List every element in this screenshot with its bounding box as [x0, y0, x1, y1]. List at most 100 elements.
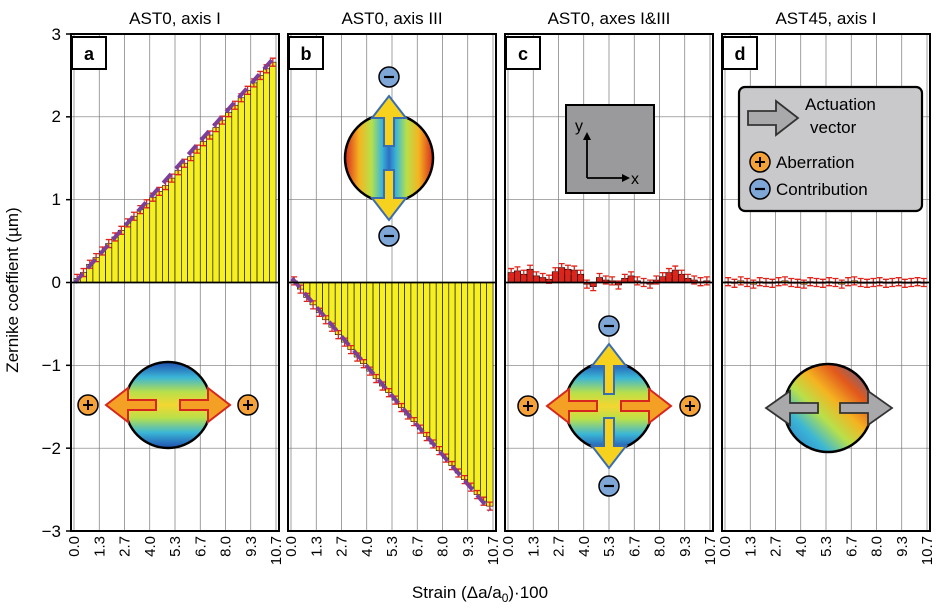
error-bar: [347, 344, 354, 355]
x-tick-label: 10.7: [268, 536, 285, 565]
panel-d-title: AST45, axis I: [775, 9, 876, 28]
inset-b: [343, 66, 435, 247]
bar: [416, 282, 424, 430]
legend: Actuation vector Aberration Contribution: [737, 85, 924, 213]
x-axis-label-main: Strain (Δa/a: [412, 583, 502, 602]
linear-fit-line: [290, 277, 492, 512]
error-bar: [552, 267, 559, 277]
bar: [473, 282, 481, 495]
bar: [174, 170, 182, 283]
x-tick-label: 1.3: [742, 536, 759, 557]
x-axis-label: Strain (Δa/a0)·100: [412, 583, 548, 605]
error-bar: [269, 57, 276, 67]
bar: [404, 282, 412, 416]
actuation-arrow-left: [545, 386, 598, 426]
bar: [328, 282, 336, 328]
panel-letter-d: d: [722, 36, 758, 70]
bar: [212, 127, 220, 283]
bar: [391, 282, 399, 401]
error-bars: [725, 276, 927, 289]
x-tick-label: 4.0: [142, 536, 159, 557]
bar: [256, 75, 264, 283]
actuation-arrow-right: [179, 385, 232, 425]
bar: [398, 282, 405, 408]
x-tick-label: 6.7: [409, 536, 426, 557]
y-tick-label: 1: [52, 190, 61, 209]
actuation-arrow-down: [369, 169, 409, 222]
error-bar: [596, 272, 603, 283]
panel-letter-b: b: [288, 36, 324, 70]
y-tick-label: 3: [52, 25, 61, 44]
bar: [130, 215, 138, 283]
error-bar: [665, 267, 672, 278]
bars: [73, 61, 277, 283]
linear-fit-line: [73, 57, 275, 284]
x-tick-label: 10.7: [919, 536, 936, 565]
bar: [480, 282, 487, 502]
coord-y-label: y: [575, 118, 583, 135]
panel-letter-c-text: c: [518, 44, 528, 64]
legend-actuation: Actuation: [805, 95, 876, 114]
error-bar: [533, 271, 540, 281]
error-bar: [514, 266, 521, 276]
x-tick-label: 9.3: [677, 536, 694, 557]
x-tick-label: 0.0: [283, 536, 300, 557]
panel-a: 0.0 1.3 2.7 4.0 5.3 6.7 8.0 9.3 10.7: [66, 33, 285, 565]
bar: [269, 61, 277, 283]
inset-d: [764, 362, 894, 454]
bar: [98, 250, 106, 283]
bar: [225, 112, 233, 283]
plot-frame: [721, 33, 931, 532]
panel-b-title: AST0, axis III: [341, 9, 442, 28]
x-tick-label: 5.3: [818, 536, 835, 557]
error-bar: [508, 267, 515, 278]
x-tick-label: 10.7: [702, 536, 719, 565]
coord-x-label: x: [631, 171, 639, 188]
bar: [461, 282, 469, 480]
actuation-arrow-right: [839, 389, 894, 427]
bar: [162, 185, 169, 283]
error-bar: [583, 279, 590, 289]
bar: [341, 282, 349, 343]
bar: [435, 282, 443, 451]
x-tick-label: 2.7: [334, 536, 351, 557]
y-tick-label: 0: [52, 273, 61, 292]
x-axis-label-sub: 0: [502, 591, 509, 605]
x-tick-label: 0.0: [500, 536, 517, 557]
x-tick-label: 8.0: [435, 536, 452, 557]
legend-aberration: Aberration: [776, 153, 854, 172]
error-bar: [800, 279, 807, 289]
error-bar: [647, 279, 654, 289]
error-bar: [609, 276, 616, 286]
bar: [111, 236, 119, 283]
y-tick-label: 2: [52, 107, 61, 126]
bar: [117, 230, 125, 283]
x-tick-label: 6.7: [626, 536, 643, 557]
bar: [385, 282, 393, 393]
bar: [168, 177, 176, 283]
bar: [347, 282, 355, 350]
error-bar: [781, 276, 788, 286]
legend-contribution: Contribution: [776, 180, 868, 199]
bars: [290, 280, 494, 507]
x-tick-label: 2.7: [117, 536, 134, 557]
x-tick-label: 4.0: [576, 536, 593, 557]
actuation-arrow-left: [104, 385, 157, 425]
x-tick-label: 8.0: [869, 536, 886, 557]
bar: [423, 282, 431, 437]
bar: [155, 191, 163, 283]
x-tick-label: 8.0: [652, 536, 669, 557]
x-tick-label: 1.3: [525, 536, 542, 557]
bar: [442, 282, 450, 459]
actuation-arrow-up: [589, 342, 629, 395]
error-bar: [564, 264, 571, 274]
x-tick-label: 9.3: [894, 536, 911, 557]
bar: [467, 282, 475, 488]
error-bar: [750, 279, 757, 289]
actuation-vector-icon: [747, 99, 800, 137]
bar: [206, 134, 214, 283]
inset-a: [77, 360, 259, 450]
bar: [448, 282, 456, 466]
bar: [187, 156, 195, 283]
plot-frame: [287, 33, 497, 532]
